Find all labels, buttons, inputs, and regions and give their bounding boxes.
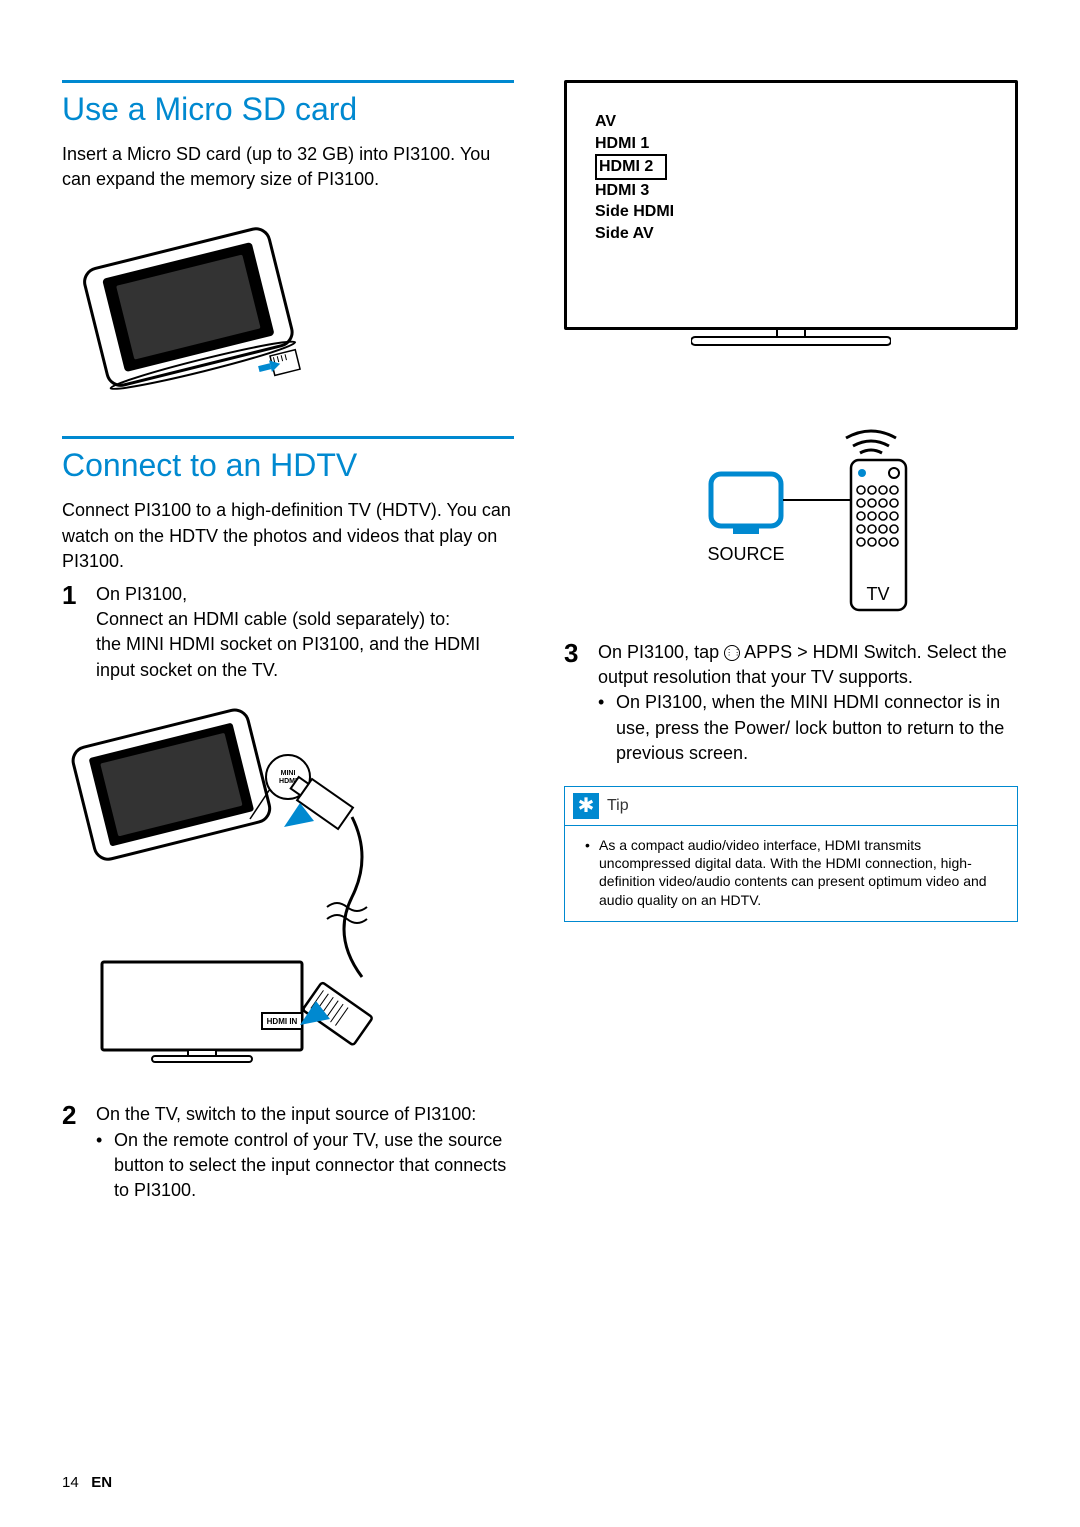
page-lang: EN: [91, 1474, 112, 1491]
tip-asterisk-icon: ✱: [573, 793, 599, 819]
step3-bullets: On PI3100, when the MINI HDMI connector …: [564, 690, 1018, 766]
step-num-2: 2: [62, 1102, 96, 1128]
remote-diagram: SOURCE TV: [651, 420, 931, 620]
menu-item-av: AV: [595, 111, 674, 133]
hdmi-illustration: MINI HDMI: [62, 707, 402, 1067]
step1-line3: the MINI HDMI socket on PI3100, and the …: [96, 634, 480, 679]
tip-box: ✱ Tip As a compact audio/video interface…: [564, 786, 1018, 922]
svg-text:HDMI IN: HDMI IN: [267, 1017, 298, 1026]
tip-body: As a compact audio/video interface, HDMI…: [565, 826, 1017, 921]
step1-line2: Connect an HDMI cable (sold separately) …: [96, 609, 450, 629]
tablet-sd-figure: [62, 206, 514, 396]
tv-menu-figure: AV HDMI 1 HDMI 2 HDMI 3 Side HDMI Side A…: [564, 80, 1018, 330]
step2-line1: On the TV, switch to the input source of…: [96, 1104, 476, 1124]
menu-item-sideav: Side AV: [595, 223, 674, 245]
hdmi-cable-figure: MINI HDMI: [62, 697, 514, 1082]
tv-label: TV: [866, 584, 889, 604]
menu-item-hdmi2: HDMI 2: [595, 154, 667, 180]
section1-paragraph: Insert a Micro SD card (up to 32 GB) int…: [62, 142, 514, 192]
section1-title: Use a Micro SD card: [62, 91, 514, 128]
right-column: AV HDMI 1 HDMI 2 HDMI 3 Side HDMI Side A…: [564, 80, 1018, 1203]
step-2-body: On the TV, switch to the input source of…: [96, 1102, 476, 1127]
tip-text: As a compact audio/video interface, HDMI…: [585, 836, 1005, 909]
section-rule-2: [62, 436, 514, 439]
section2-intro: Connect PI3100 to a high-definition TV (…: [62, 498, 514, 574]
page-number: 14: [62, 1474, 79, 1491]
tv-stand-icon: [691, 329, 891, 349]
menu-item-hdmi3: HDMI 3: [595, 180, 674, 202]
remote-illustration: SOURCE TV: [651, 420, 931, 620]
step-num-3: 3: [564, 640, 598, 666]
page-footer: 14 EN: [62, 1474, 112, 1491]
step-2: 2 On the TV, switch to the input source …: [62, 1102, 514, 1128]
source-label: SOURCE: [707, 544, 784, 564]
section2-title: Connect to an HDTV: [62, 447, 514, 484]
tip-header: ✱ Tip: [565, 787, 1017, 826]
svg-text:MINI: MINI: [281, 770, 296, 777]
page-columns: Use a Micro SD card Insert a Micro SD ca…: [62, 80, 1018, 1203]
step-3: 3 On PI3100, tap ⋮⋮ APPS > HDMI Switch. …: [564, 640, 1018, 690]
step3-bullet: On PI3100, when the MINI HDMI connector …: [598, 690, 1018, 766]
step2-bullet: On the remote control of your TV, use th…: [96, 1128, 514, 1204]
menu-item-hdmi1: HDMI 1: [595, 133, 674, 155]
section-rule: [62, 80, 514, 83]
left-column: Use a Micro SD card Insert a Micro SD ca…: [62, 80, 514, 1203]
step1-line1: On PI3100,: [96, 584, 187, 604]
step3-line1a: On PI3100, tap: [598, 642, 724, 662]
tablet-sd-illustration: [62, 206, 322, 396]
tv-menu-list: AV HDMI 1 HDMI 2 HDMI 3 Side HDMI Side A…: [595, 111, 674, 245]
step-num-1: 1: [62, 582, 96, 608]
step2-bullets: On the remote control of your TV, use th…: [62, 1128, 514, 1204]
menu-item-sidehdmi: Side HDMI: [595, 201, 674, 223]
step-1-body: On PI3100, Connect an HDMI cable (sold s…: [96, 582, 514, 683]
step-3-body: On PI3100, tap ⋮⋮ APPS > HDMI Switch. Se…: [598, 640, 1018, 690]
apps-icon: ⋮⋮: [724, 645, 740, 661]
tip-label: Tip: [607, 797, 629, 815]
step-1: 1 On PI3100, Connect an HDMI cable (sold…: [62, 582, 514, 683]
